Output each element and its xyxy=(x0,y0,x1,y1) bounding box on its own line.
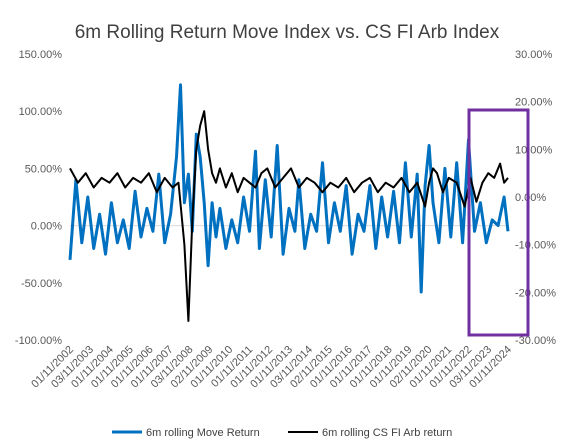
right-tick-label: 30.00% xyxy=(515,49,553,61)
left-tick-label: -50.00% xyxy=(21,278,62,290)
series-group xyxy=(68,83,510,322)
right-axis-ticks: -30.00% -20.00% -10.00% 0.00% 10.00% 20.00% 30… xyxy=(515,49,556,347)
highlight-box xyxy=(467,108,530,337)
left-tick-label: 0.00% xyxy=(31,221,62,233)
left-axis-ticks: -100.00% -50.00% 0.00% 50.00% 100.00% 150.00% xyxy=(15,49,62,347)
chart-title: 6m Rolling Return Move Index vs. CS FI A… xyxy=(75,22,500,43)
left-tick-label: 150.00% xyxy=(19,49,63,61)
right-tick-label: 0.00% xyxy=(515,192,546,204)
right-tick-label: -30.00% xyxy=(515,335,556,347)
left-tick-label: 100.00% xyxy=(19,106,63,118)
right-tick-label: 10.00% xyxy=(515,144,553,156)
series-line-cs-fi-arb-return xyxy=(69,110,509,322)
left-tick-label: 50.00% xyxy=(25,163,63,175)
legend: 6m rolling Move Return 6m rolling CS FI A… xyxy=(112,427,452,439)
legend-label: 6m rolling Move Return xyxy=(146,427,260,439)
right-tick-label: -10.00% xyxy=(515,240,556,252)
legend-label: 6m rolling CS FI Arb return xyxy=(322,427,452,439)
right-tick-label: -20.00% xyxy=(515,287,556,299)
series-line-move-return xyxy=(68,83,510,294)
left-tick-label: -100.00% xyxy=(15,335,62,347)
right-tick-label: 20.00% xyxy=(515,97,553,109)
x-axis-ticks: 01/11/200203/11/200301/11/200401/11/2005… xyxy=(29,344,514,391)
